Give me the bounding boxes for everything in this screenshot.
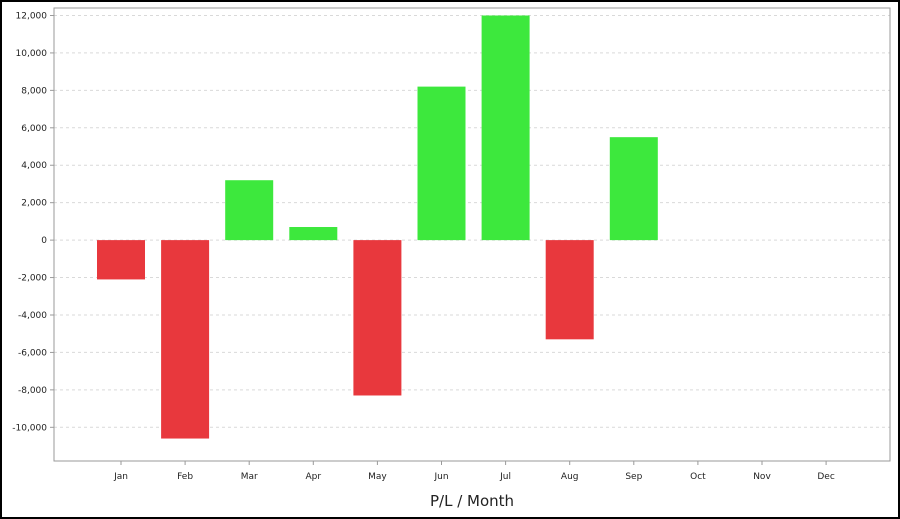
y-tick-label: 2,000 — [21, 199, 47, 209]
x-tick-label-may: May — [368, 472, 387, 482]
x-axis-title: P/L / Month — [430, 492, 514, 510]
x-tick-label-feb: Feb — [177, 472, 193, 482]
y-tick-label: -4,000 — [18, 311, 47, 321]
x-tick-label-sep: Sep — [625, 472, 642, 482]
x-tick-label-aug: Aug — [561, 472, 579, 482]
bar-jun — [417, 86, 466, 241]
x-tick-label-jul: Jul — [499, 472, 511, 482]
x-tick-label-oct: Oct — [690, 472, 706, 482]
y-tick-label: 8,000 — [21, 86, 47, 96]
bar-apr — [289, 227, 338, 241]
y-tick-label: 4,000 — [21, 161, 47, 171]
x-axis-ticks: Jan Feb Mar Apr May Jun Jul Aug Sep Oct Nov Dec — [113, 461, 835, 482]
bar-aug — [545, 240, 594, 340]
y-tick-label: 12,000 — [16, 11, 48, 21]
y-tick-label: -6,000 — [18, 348, 47, 358]
x-tick-label-apr: Apr — [306, 472, 322, 482]
y-tick-label: -8,000 — [18, 386, 47, 396]
y-tick-label: 0 — [41, 236, 47, 246]
y-tick-label: -10,000 — [12, 423, 47, 433]
bar-may — [353, 240, 402, 396]
x-tick-label-mar: Mar — [241, 472, 258, 482]
bar-jul — [481, 15, 530, 241]
y-tick-label: 10,000 — [16, 49, 48, 59]
bars — [97, 15, 658, 439]
bar-feb — [161, 240, 210, 439]
bar-sep — [609, 137, 658, 241]
x-tick-label-jan: Jan — [113, 472, 128, 482]
plot-area-border — [53, 7, 891, 462]
y-axis-ticks: -10,000 -8,000 -6,000 -4,000 -2,000 0 2,000 4,0… — [12, 11, 54, 433]
x-tick-label-jun: Jun — [433, 472, 448, 482]
bar-jan — [97, 240, 145, 280]
bar-mar — [225, 180, 274, 241]
x-tick-label-dec: Dec — [817, 472, 834, 482]
y-tick-label: -2,000 — [18, 274, 47, 284]
x-tick-label-nov: Nov — [753, 472, 771, 482]
y-tick-label: 6,000 — [21, 124, 47, 134]
